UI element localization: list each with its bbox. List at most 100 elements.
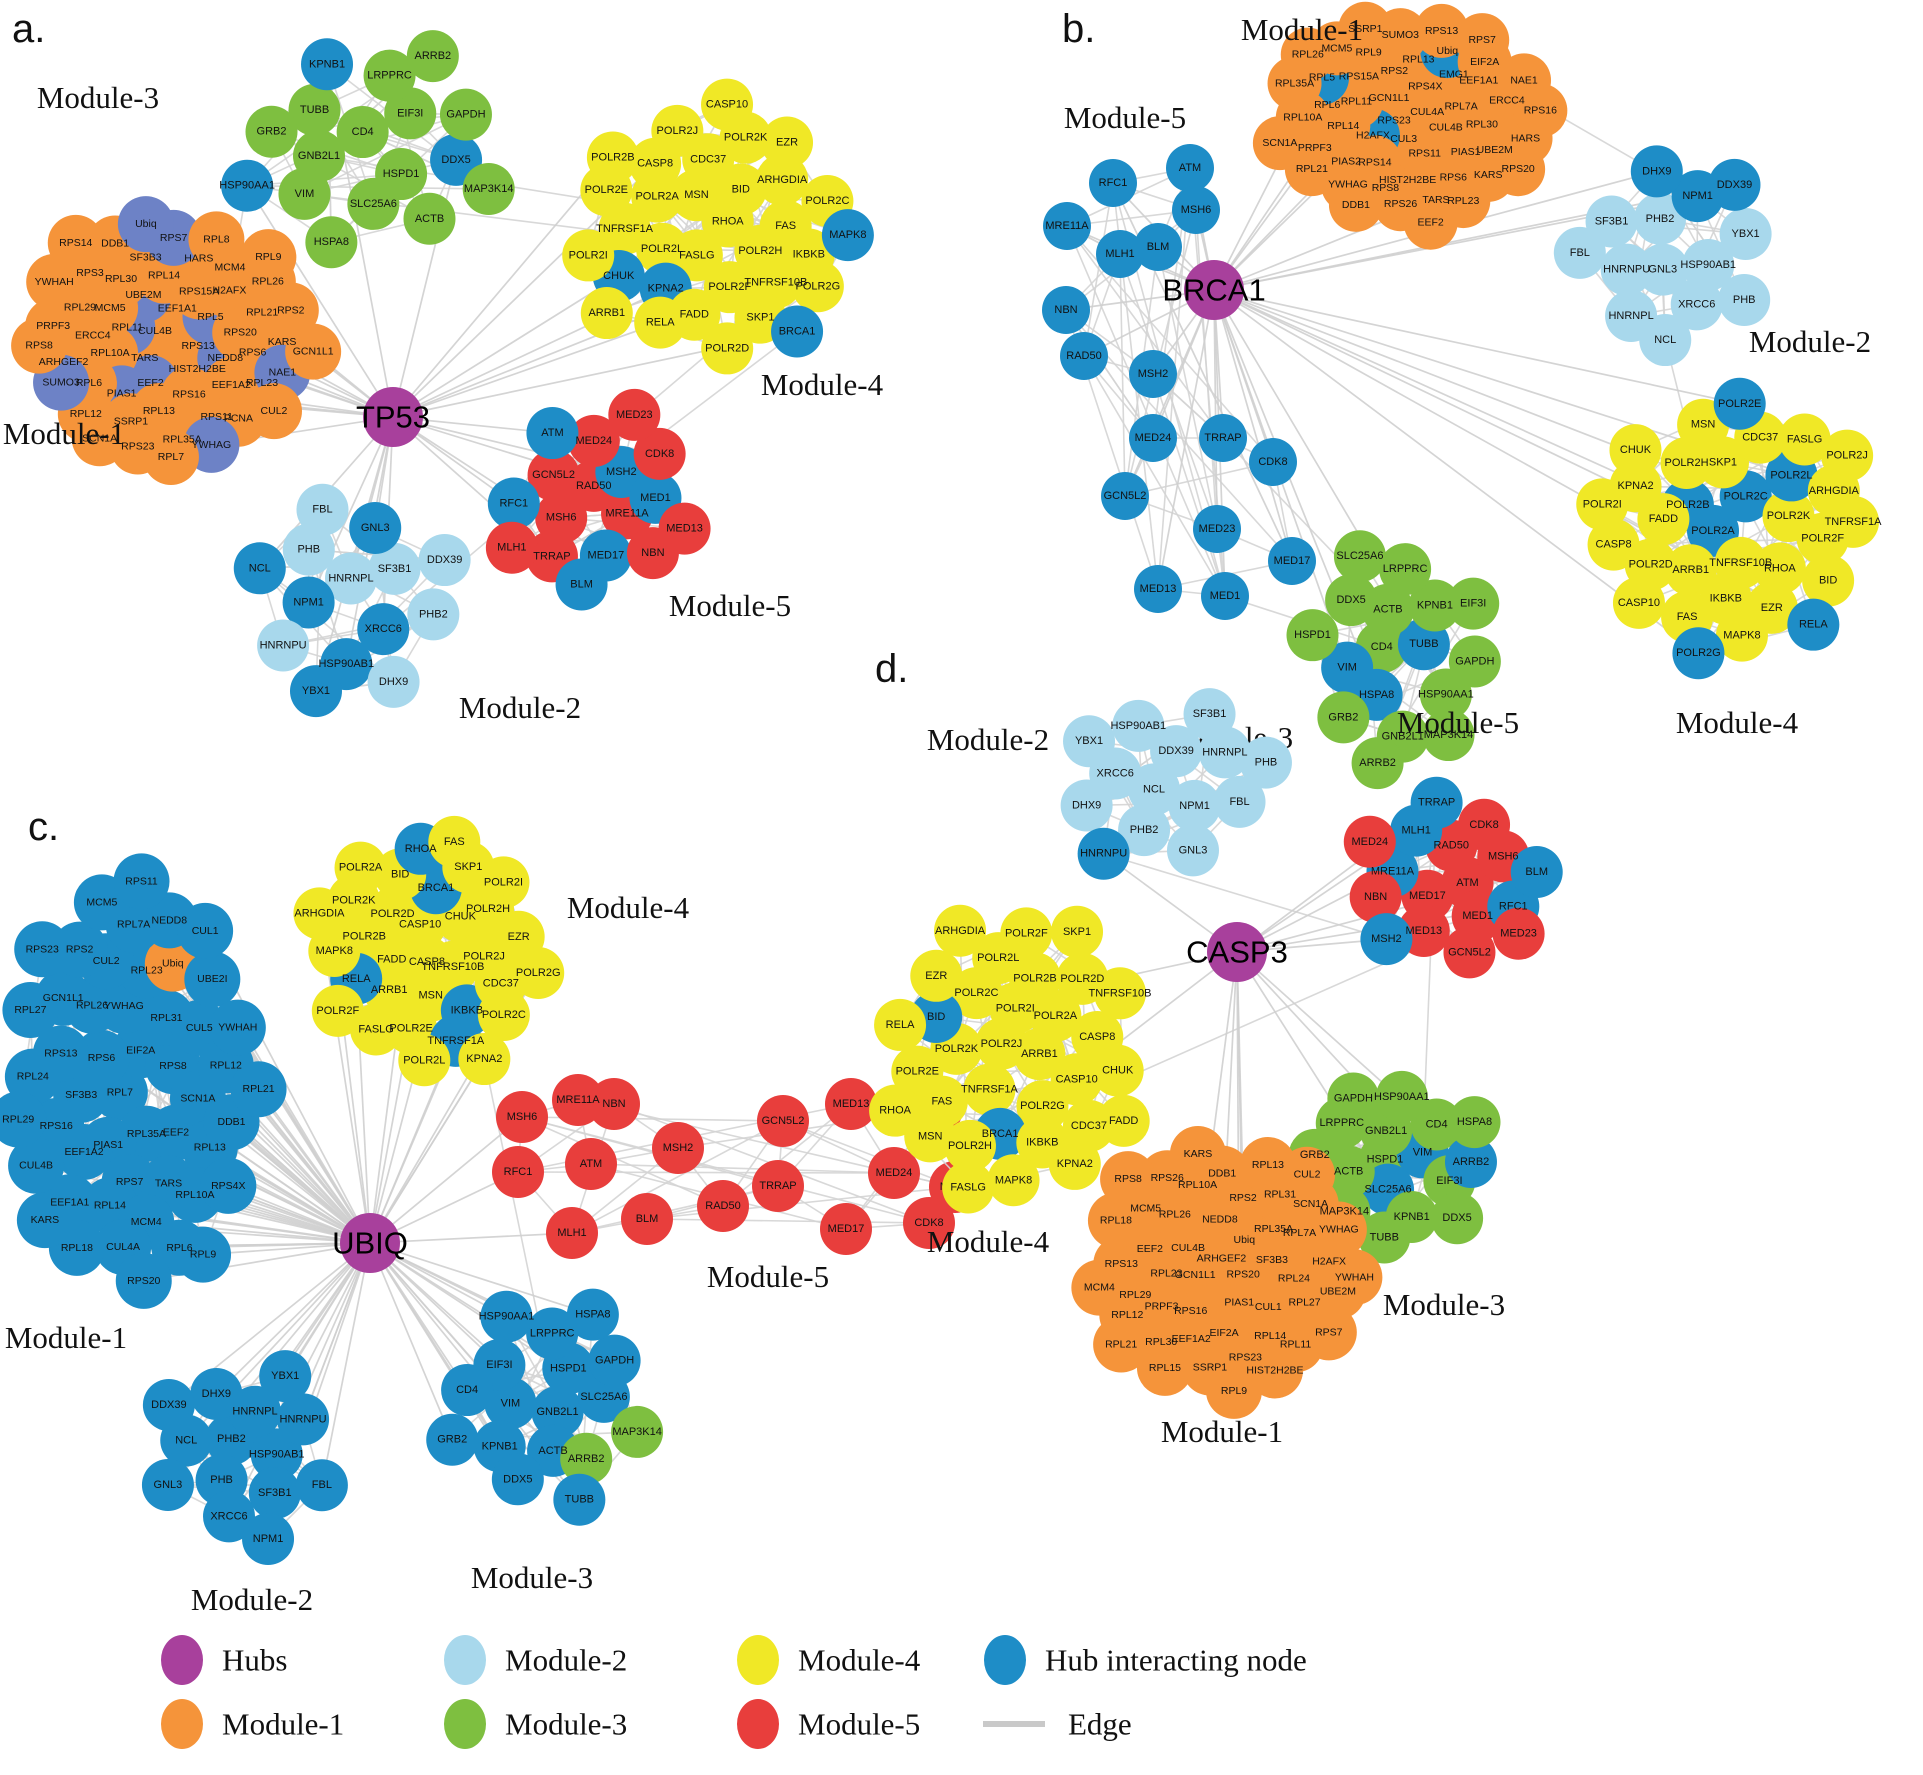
network-node [16,1192,73,1249]
network-node [598,202,651,255]
legend-swatch-hub [161,1635,203,1685]
network-node [1491,142,1546,197]
module-title: Module-2 [927,722,1049,757]
network-node [190,1367,243,1420]
network-node [903,1197,955,1249]
network-node [1097,1094,1150,1147]
network-node [1328,177,1383,232]
network-node [1827,495,1880,548]
network-node [259,1350,312,1403]
network-node [1060,332,1108,380]
network-node [363,49,416,102]
network-node [1670,278,1723,331]
legend-label-module3: Module-3 [505,1707,627,1742]
hub-label: BRCA1 [1162,273,1265,308]
nodes-layer [1042,1,1880,790]
network-node [1286,609,1339,662]
network-node [242,1512,295,1565]
hub-label: CASP3 [1186,935,1288,970]
network-node [289,665,342,718]
network-node [580,287,633,340]
network-node [1410,1098,1463,1151]
network-node [634,296,687,349]
network-node [188,211,245,268]
network-node [1403,195,1458,250]
network-node [1205,1362,1262,1419]
network-node [1408,579,1461,632]
network-node [1672,627,1725,680]
network-node [1458,798,1511,851]
network-node [334,841,387,894]
panel-BRCA1: RFC1ATMMRE11AMSH6BLMMLH1NBNMSH2RAD50MED2… [1042,1,1882,790]
network-node [428,815,481,868]
network-node [398,1034,451,1087]
network-node [1513,83,1568,138]
network-node [1443,926,1496,979]
network-node [368,542,421,595]
legend: Hubs Module-2 Module-4 Hub interacting node… [161,1635,1307,1749]
network-node [278,167,331,220]
network-node [1129,414,1177,462]
network-node [1168,779,1221,832]
network-node [1310,1201,1367,1258]
network-node [943,1119,996,1172]
network-node [487,477,540,530]
network-node [652,1122,704,1174]
module-title: Module-3 [37,80,159,115]
network-node [1063,715,1116,768]
network-node [1213,775,1266,828]
network-node [701,78,754,131]
network-node [1360,913,1413,966]
network-node [439,88,492,141]
network-node [586,131,639,184]
network-node [295,1459,348,1512]
network-node [1239,736,1292,789]
network-node [1071,1259,1128,1316]
module-title: Module-5 [707,1259,829,1294]
network-node [71,410,128,467]
network-node [1664,544,1717,597]
network-node [117,196,174,253]
nodes-layer [869,688,1563,1419]
hub-node [340,1213,400,1273]
network-node [910,949,963,1002]
network-node [1199,414,1247,462]
network-node [1101,472,1149,520]
network-node [1787,598,1840,651]
network-node [1448,635,1501,688]
network-node [1129,350,1177,398]
legend-swatch-module5 [737,1699,779,1749]
network-node [1576,478,1629,531]
network-node [608,388,661,441]
network-node [1448,1096,1501,1149]
network-node [701,322,754,375]
module-title: Module-1 [3,416,125,451]
hub-label: TP53 [356,400,430,435]
network-node [406,30,459,83]
network-node [1134,565,1182,613]
network-node [336,106,389,159]
network-node [874,998,927,1051]
network-node [8,1137,65,1194]
network-node [1630,145,1683,198]
network-node [1112,699,1165,752]
network-node [1422,709,1475,762]
network-node [1639,314,1692,367]
network-node [526,407,579,460]
network-node [477,988,530,1041]
network-node [403,192,456,245]
network-node [1050,1053,1103,1106]
network-node [771,305,824,358]
network-node [221,159,274,212]
network-node [367,655,420,708]
network-node [791,260,844,313]
module-title: Module-5 [669,588,791,623]
network-node [714,163,767,216]
legend-swatch-module2 [444,1635,486,1685]
network-node [285,323,342,380]
network-node [555,558,608,611]
network-node [1326,1249,1383,1306]
network-node [1093,967,1146,1020]
network-node [229,1385,282,1438]
network-node [142,1379,195,1432]
